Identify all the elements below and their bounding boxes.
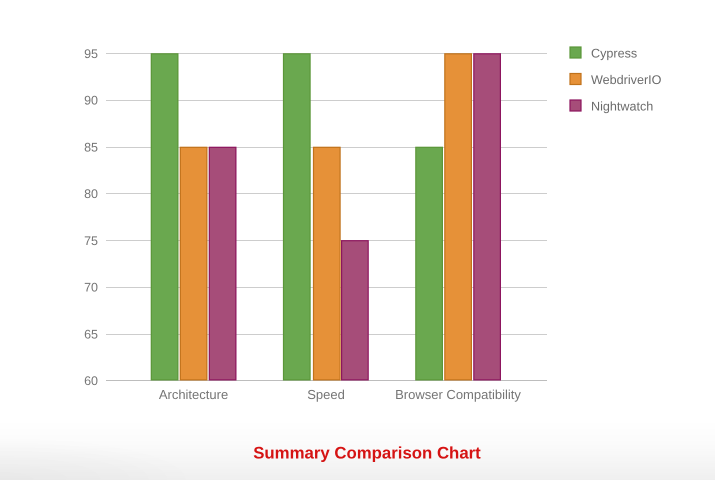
svg-text:65: 65: [84, 327, 98, 341]
svg-text:75: 75: [84, 234, 98, 248]
svg-text:Cypress: Cypress: [591, 46, 637, 60]
svg-text:Summary Comparison Chart: Summary Comparison Chart: [253, 443, 481, 462]
svg-text:60: 60: [84, 374, 98, 388]
svg-text:Nightwatch: Nightwatch: [591, 99, 653, 113]
svg-text:80: 80: [84, 187, 98, 201]
svg-text:70: 70: [84, 281, 98, 295]
svg-text:95: 95: [84, 47, 98, 61]
svg-text:90: 90: [84, 94, 98, 108]
svg-text:Speed: Speed: [307, 387, 345, 402]
svg-text:85: 85: [84, 140, 98, 154]
svg-text:Browser Compatibility: Browser Compatibility: [395, 387, 521, 402]
svg-text:WebdriverIO: WebdriverIO: [591, 73, 662, 87]
svg-text:Architecture: Architecture: [159, 387, 228, 402]
